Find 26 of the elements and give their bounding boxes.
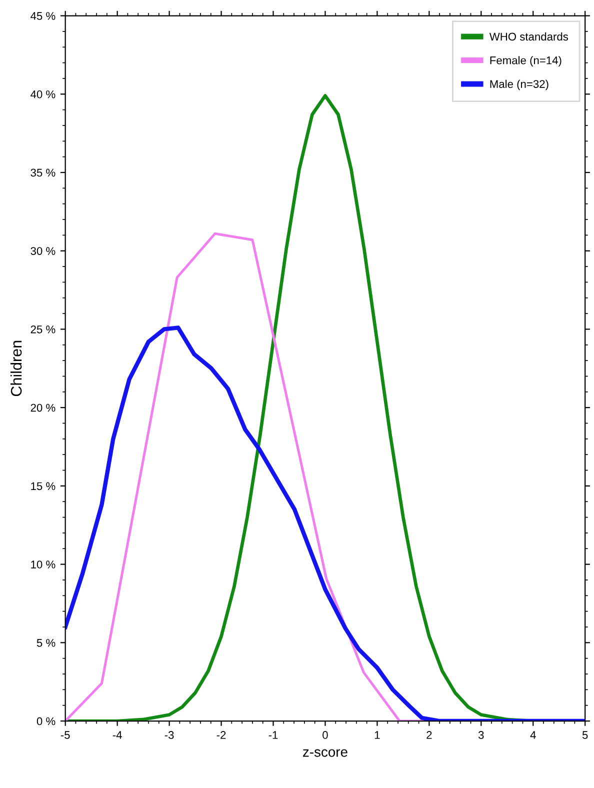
y-tick-label: 5 % — [36, 638, 56, 647]
legend-label: Female (n=14) — [490, 56, 562, 66]
y-tick-label: 20 % — [30, 404, 56, 412]
x-tick-label: 3 — [478, 731, 484, 739]
x-tick-label: -2 — [216, 731, 226, 739]
x-tick-label: 2 — [426, 731, 432, 739]
y-tick-label: 45 % — [30, 12, 56, 20]
x-tick-label: 1 — [374, 731, 380, 739]
legend-label: Male (n=32) — [490, 80, 548, 90]
x-tick-label: -3 — [164, 731, 174, 739]
y-tick-label: 35 % — [30, 168, 56, 177]
x-tick-label: 5 — [582, 731, 588, 739]
y-tick-label: 10 % — [31, 560, 56, 568]
y-tick-label: 40 % — [30, 90, 56, 98]
y-tick-label: 25 % — [30, 325, 56, 334]
x-tick-label: -5 — [60, 731, 70, 739]
y-tick-label: 30 % — [30, 247, 56, 255]
y-tick-label: 0 % — [36, 717, 56, 726]
x-tick-label: -1 — [268, 731, 278, 739]
x-axis-title: z-score — [303, 749, 348, 757]
x-tick-label: 0 — [322, 731, 328, 739]
x-tick-label: -4 — [112, 731, 122, 739]
legend-label: WHO standards — [489, 32, 568, 41]
y-axis-title: Children — [10, 340, 22, 396]
y-tick-label: 15 % — [31, 482, 56, 490]
x-tick-label: 4 — [530, 731, 536, 739]
